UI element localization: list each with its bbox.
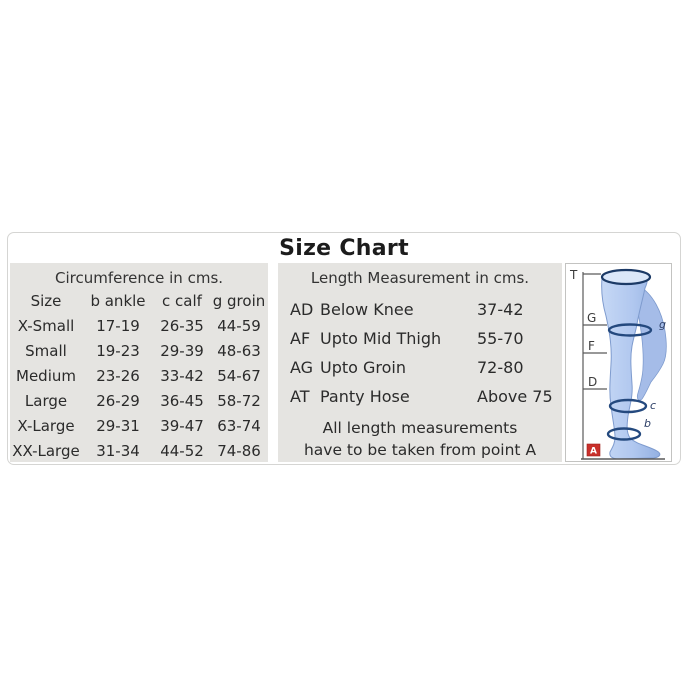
size-cell: Large [24,392,68,410]
bent-leg-figure [634,285,667,401]
ankle-cell: 17-19 [96,317,140,335]
length-code: AF [290,329,311,348]
calf-cell: 26-35 [160,317,204,335]
leg-figure [601,270,661,460]
column-header: b ankle [90,292,146,310]
ankle-cell: 19-23 [96,342,140,360]
scale-label-T: T [569,268,578,282]
scale-label-D: D [588,375,597,389]
size-cell: XX-Large [12,442,80,460]
groin-cell: 74-86 [217,442,261,460]
length-value: 72-80 [477,358,524,377]
groin-cell: 48-63 [217,342,261,360]
measurement-scale [581,272,665,460]
band-label-calf: c [650,399,656,412]
page-title: Size Chart [279,235,409,261]
size-chart-panel: Size Chart Circumference in cms. Size b … [7,232,681,465]
table-row: Small 19-23 29-39 48-63 [10,339,268,364]
length-row: AT Panty Hose Above 75 [278,382,562,411]
leg-diagram-svg: T G F D g c b A [569,268,667,460]
groin-band [607,323,653,337]
column-header: c calf [162,292,202,310]
leg-diagram-box: T G F D g c b A [565,263,672,462]
size-cell: Medium [16,367,76,385]
calf-cell: 44-52 [160,442,204,460]
length-row: AF Upto Mid Thigh 55-70 [278,324,562,353]
table-row: Medium 23-26 33-42 54-67 [10,364,268,389]
table-row: Large 26-29 36-45 58-72 [10,389,268,414]
table-row: XX-Large 31-34 44-52 74-86 [10,439,268,464]
measurement-note-line1: All length measurements [322,419,518,437]
circumference-header: Circumference in cms. [54,269,224,287]
length-code: AT [290,387,310,406]
groin-cell: 44-59 [217,317,261,335]
size-cell: Small [25,342,67,360]
length-code: AG [290,358,314,377]
size-cell: X-Small [17,317,75,335]
length-value: 37-42 [477,300,524,319]
length-code: AD [290,300,314,319]
column-header: g groin [212,292,266,310]
length-row: AG Upto Groin 72-80 [278,353,562,382]
point-a-marker [586,443,601,457]
column-header: Size [30,292,62,310]
ankle-cell: 29-31 [96,417,140,435]
scale-label-F: F [588,339,595,353]
ankle-cell: 26-29 [96,392,140,410]
length-label: Below Knee [320,300,414,319]
ankle-cell: 31-34 [96,442,140,460]
table-row: X-Small 17-19 26-35 44-59 [10,314,268,339]
length-value: Above 75 [477,387,553,406]
point-a-label: A [590,447,597,457]
ankle-band [606,427,642,441]
circumference-panel: Circumference in cms. Size b ankle c cal… [10,263,268,462]
band-label-ankle: b [644,417,651,430]
length-label: Upto Groin [320,358,407,377]
calf-cell: 39-47 [160,417,204,435]
measurement-note-line2: have to be taken from point A [303,441,537,459]
length-label: Panty Hose [320,387,410,406]
table-row: X-Large 29-31 39-47 63-74 [10,414,268,439]
ankle-cell: 23-26 [96,367,140,385]
calf-band [608,398,648,414]
groin-cell: 63-74 [217,417,261,435]
circumference-table: Size b ankle c calf g groin X-Small 17-1… [10,289,268,464]
size-cell: X-Large [17,417,75,435]
calf-cell: 36-45 [160,392,204,410]
length-panel: Length Measurement in cms. AD Below Knee… [278,263,562,462]
length-row: AD Below Knee 37-42 [278,295,562,324]
band-label-groin: g [659,318,666,331]
length-rows: AD Below Knee 37-42 AF Upto Mid Thigh 55… [278,295,562,411]
chart-content: Circumference in cms. Size b ankle c cal… [8,263,680,462]
waist-opening [600,268,652,286]
groin-cell: 58-72 [217,392,261,410]
calf-cell: 29-39 [160,342,204,360]
calf-cell: 33-42 [160,367,204,385]
length-label: Upto Mid Thigh [320,329,442,348]
length-value: 55-70 [477,329,524,348]
scale-label-G: G [587,311,596,325]
length-header: Length Measurement in cms. [310,269,530,287]
groin-cell: 54-67 [217,367,261,385]
measurement-note: All length measurements have to be taken… [278,417,562,461]
column-header-row: Size b ankle c calf g groin [10,289,268,314]
